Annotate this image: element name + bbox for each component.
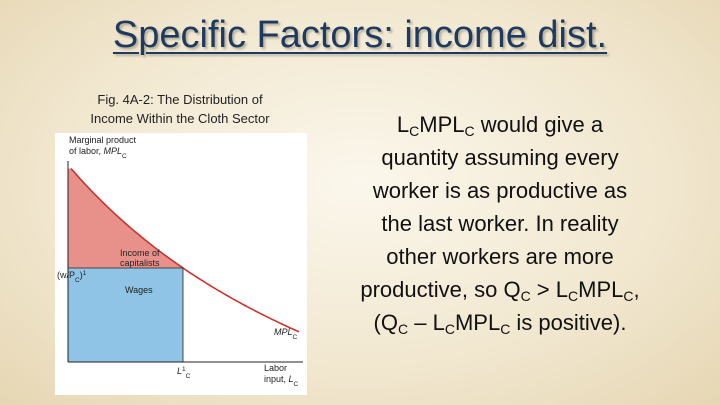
- y-axis-label: Marginal product: [69, 135, 137, 145]
- label-run: input,: [264, 374, 289, 384]
- label-run: MPL: [104, 146, 123, 156]
- label-run: C: [75, 277, 80, 284]
- text-run: the last worker. In reality: [381, 211, 619, 236]
- wages-area: [68, 268, 183, 362]
- figure: Marginal product of labor, MPLC Income o…: [55, 133, 307, 395]
- label-run: 1: [83, 270, 87, 277]
- text-run: C: [397, 321, 409, 337]
- wage-label: (w/PC)1: [57, 270, 87, 284]
- text-run: MPL: [578, 277, 624, 302]
- label-run: L: [177, 366, 182, 376]
- text-run: L: [396, 112, 410, 137]
- body-line: worker is as productive as: [335, 174, 665, 207]
- text-run: MPL: [419, 112, 465, 137]
- label-run: MPL: [274, 327, 293, 337]
- label-run: L: [289, 374, 294, 384]
- body-line: LCMPLC would give a: [335, 108, 665, 141]
- label-run: (w/P: [57, 270, 75, 280]
- figure-caption: Fig. 4A-2: The Distribution of Income Wi…: [50, 90, 310, 128]
- text-run: C: [464, 123, 475, 139]
- text-run: – L: [408, 310, 445, 335]
- label-run: of labor,: [69, 146, 104, 156]
- slide-title: Specific Factors: income dist.: [112, 14, 608, 56]
- x-axis-label: input, LC: [264, 374, 299, 388]
- label-run: ): [80, 270, 83, 280]
- body-line: productive, so QC > LCMPLC,: [335, 273, 665, 306]
- label-run: C: [293, 334, 298, 341]
- label-run: C: [122, 153, 127, 160]
- text-run: other workers are more: [386, 244, 614, 269]
- label-run: C: [294, 381, 299, 388]
- body-line: (QC – LCMPLC is positive).: [335, 306, 665, 339]
- text-run: quantity assuming every: [381, 145, 619, 170]
- curve-label: MPLC: [274, 327, 298, 341]
- y-axis-label: of labor, MPLC: [69, 146, 127, 160]
- text-run: C: [623, 288, 634, 304]
- capital-income-area: [68, 168, 183, 268]
- x-axis-label: Labor: [264, 363, 287, 373]
- text-run: > L: [530, 277, 568, 302]
- mpl-curve: [70, 167, 300, 333]
- text-run: MPL: [454, 310, 501, 335]
- text-run: C: [568, 288, 579, 304]
- body-text: LCMPLC would give a quantity assuming eve…: [335, 108, 665, 339]
- caption-line: Income Within the Cloth Sector: [90, 111, 270, 126]
- area-label: Wages: [125, 285, 153, 295]
- text-run: C: [500, 321, 511, 337]
- body-line: the last worker. In reality: [335, 207, 665, 240]
- labor-label: L1C: [177, 366, 191, 380]
- text-run: ,: [633, 277, 640, 302]
- text-run: would give a: [474, 112, 604, 137]
- label-run: 1: [182, 366, 186, 373]
- area-label: Income of: [120, 248, 160, 258]
- text-run: C: [520, 288, 531, 304]
- area-label: capitalists: [120, 258, 160, 268]
- text-run: C: [409, 123, 420, 139]
- text-run: (Q: [373, 310, 398, 335]
- label-run: C: [186, 373, 191, 380]
- body-line: other workers are more: [335, 240, 665, 273]
- text-run: worker is as productive as: [372, 178, 628, 203]
- caption-line: Fig. 4A-2: The Distribution of: [97, 92, 263, 107]
- body-line: quantity assuming every: [335, 141, 665, 174]
- text-run: is positive).: [510, 310, 627, 335]
- text-run: productive, so Q: [360, 277, 521, 302]
- text-run: C: [444, 321, 455, 337]
